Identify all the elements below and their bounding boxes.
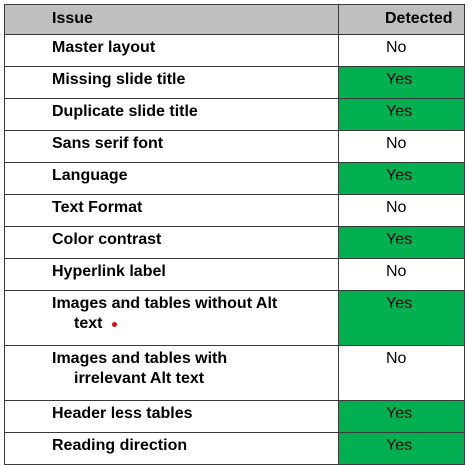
detected-cell: No — [338, 34, 465, 67]
detected-cell: Yes — [338, 400, 465, 433]
table-row: Header less tables Yes — [4, 400, 465, 433]
issue-cell: Master layout — [4, 34, 339, 67]
issue-cell: Hyperlink label — [4, 258, 339, 291]
table-row: Sans serif font No — [4, 130, 465, 163]
issue-text-line-2-text: text — [74, 315, 103, 332]
detected-cell: Yes — [338, 432, 465, 465]
issue-cell: Missing slide title — [4, 66, 339, 99]
detected-cell: Yes — [338, 226, 465, 259]
detected-cell: No — [338, 345, 465, 401]
red-marker-dot-icon — [112, 322, 118, 327]
detected-cell: Yes — [338, 98, 465, 131]
issue-cell: Images and tables with irrelevant Alt te… — [4, 345, 339, 401]
detected-cell: Yes — [338, 290, 465, 346]
accessibility-issues-table-container: Issue Detected Master layout No Missing … — [4, 4, 465, 465]
issue-cell: Color contrast — [4, 226, 339, 259]
table-row: Images and tables without Alt text Yes — [4, 290, 465, 346]
table-row: Master layout No — [4, 34, 465, 67]
issue-text-line-1: Images and tables with — [52, 350, 228, 367]
accessibility-issues-table: Issue Detected Master layout No Missing … — [4, 4, 465, 465]
detected-cell: Yes — [338, 162, 465, 195]
issue-cell: Reading direction — [4, 432, 339, 465]
issue-cell: Sans serif font — [4, 130, 339, 163]
issue-column-header: Issue — [4, 4, 339, 35]
issue-cell: Text Format — [4, 194, 339, 227]
table-row: Missing slide title Yes — [4, 66, 465, 99]
issue-cell: Duplicate slide title — [4, 98, 339, 131]
table-header-row: Issue Detected — [4, 4, 465, 35]
table-row: Language Yes — [4, 162, 465, 195]
table-row: Reading direction Yes — [4, 432, 465, 465]
issue-text-line-2: text — [52, 314, 338, 334]
table-row: Images and tables with irrelevant Alt te… — [4, 345, 465, 401]
detected-column-header: Detected — [338, 4, 465, 35]
issue-cell: Language — [4, 162, 339, 195]
detected-cell: No — [338, 258, 465, 291]
issue-text-line-2: irrelevant Alt text — [74, 370, 205, 387]
issue-cell: Images and tables without Alt text — [4, 290, 339, 346]
issue-text-line-1: Images and tables without Alt — [52, 295, 278, 312]
table-row: Hyperlink label No — [4, 258, 465, 291]
detected-cell: No — [338, 194, 465, 227]
table-row: Text Format No — [4, 194, 465, 227]
issue-cell: Header less tables — [4, 400, 339, 433]
table-row: Duplicate slide title Yes — [4, 98, 465, 131]
detected-cell: Yes — [338, 66, 465, 99]
table-row: Color contrast Yes — [4, 226, 465, 259]
detected-cell: No — [338, 130, 465, 163]
